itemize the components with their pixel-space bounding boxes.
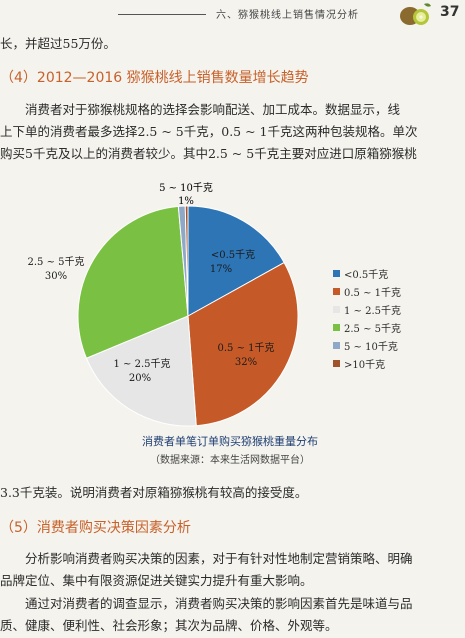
legend-swatch (333, 287, 340, 295)
chart-source: （数据来源：本来生活网数据平台） (150, 455, 310, 466)
legend-swatch (333, 305, 340, 313)
legend-item: 2.5 ~ 5千克 (333, 318, 401, 336)
legend-label: >10千克 (344, 359, 386, 371)
legend-label: 2.5 ~ 5千克 (344, 323, 402, 335)
body-text-line: 通过对消费者的调查显示，消费者购买决策的影响因素首先是味道与品 (25, 596, 413, 611)
slice-label-lt05: <0.5千克 (211, 249, 255, 261)
legend-swatch (333, 269, 340, 277)
body-text-line: 消费者对于猕猴桃规格的选择会影响配送、加工成本。数据显示，线 (25, 102, 401, 117)
slice-value-5-10: 1% (178, 196, 194, 207)
legend-swatch (333, 359, 340, 367)
legend-label: <0.5千克 (344, 269, 389, 281)
legend-item: <0.5千克 (333, 264, 401, 282)
pie-slice-1 (187, 261, 299, 427)
body-text-line: 购买5千克及以上的消费者较少。其中2.5 ~ 5千克主要对应进口原箱猕猴桃 (0, 146, 417, 161)
legend-item: 5 ~ 10千克 (333, 336, 401, 354)
slice-value-1-25: 20% (129, 373, 151, 384)
pie-chart: 5 ~ 10千克 1% <0.5千克 17% 0.5 ~ 1千克 32% 1 ~… (20, 178, 440, 473)
body-text-line: 品牌定位、集中有限资源促进关键实力提升有重大影响。 (0, 573, 313, 588)
header-title: 六、猕猴桃线上销售情况分析 (216, 10, 359, 21)
legend-label: 0.5 ~ 1千克 (344, 287, 402, 299)
legend-swatch (333, 341, 340, 349)
body-text-line: 上下单的消费者最多选择2.5 ~ 5千克，0.5 ~ 1千克这两种包装规格。单次 (0, 124, 418, 139)
pie-slices (77, 205, 299, 427)
pie-slice-2 (85, 315, 197, 427)
legend-label: 1 ~ 2.5千克 (344, 305, 402, 317)
slice-label-1-25: 1 ~ 2.5千克 (113, 358, 170, 370)
pie-slice-0 (187, 205, 285, 317)
header-rule (118, 14, 206, 15)
paragraph-continuation: 长，并超过55万份。 (0, 36, 116, 51)
slice-value-05-1: 32% (235, 357, 257, 368)
page-number: 37 (440, 4, 460, 20)
slice-value-lt05: 17% (210, 264, 232, 275)
section-heading-4: （4）2012—2016 猕猴桃线上销售数量增长趋势 (0, 70, 309, 86)
pie-slice-3 (77, 205, 189, 359)
chart-title: 消费者单笔订单购买猕猴桃重量分布 (142, 435, 318, 448)
chart-legend: <0.5千克 0.5 ~ 1千克 1 ~ 2.5千克 2.5 ~ 5千克 5 ~… (333, 264, 401, 372)
slice-label-05-1: 0.5 ~ 1千克 (217, 342, 274, 354)
legend-swatch (333, 323, 340, 331)
slice-label-25-5: 2.5 ~ 5千克 (27, 256, 84, 268)
body-text-line: 分析影响消费者购买决策的因素，对于有针对性地制定营销策略、明确 (25, 551, 413, 566)
page-header: 六、猕猴桃线上销售情况分析 37 (0, 0, 465, 30)
legend-item: >10千克 (333, 354, 401, 372)
body-text-line: 3.3千克装。说明消费者对原箱猕猴桃有较高的接受度。 (0, 485, 308, 500)
slice-value-25-5: 30% (45, 271, 67, 282)
legend-item: 0.5 ~ 1千克 (333, 282, 401, 300)
pie-chart-canvas: 5 ~ 10千克 1% <0.5千克 17% 0.5 ~ 1千克 32% 1 ~… (27, 182, 299, 427)
legend-label: 5 ~ 10千克 (344, 341, 398, 353)
pie-slice-5 (184, 205, 189, 317)
body-text-line: 质、健康、便利性、社会形象；其次为品牌、价格、外观等。 (0, 618, 338, 633)
legend-item: 1 ~ 2.5千克 (333, 300, 401, 318)
kiwi-icon (400, 3, 431, 25)
section-heading-5: （5）消费者购买决策因素分析 (0, 520, 191, 536)
slice-label-5-10: 5 ~ 10千克 (159, 182, 213, 194)
